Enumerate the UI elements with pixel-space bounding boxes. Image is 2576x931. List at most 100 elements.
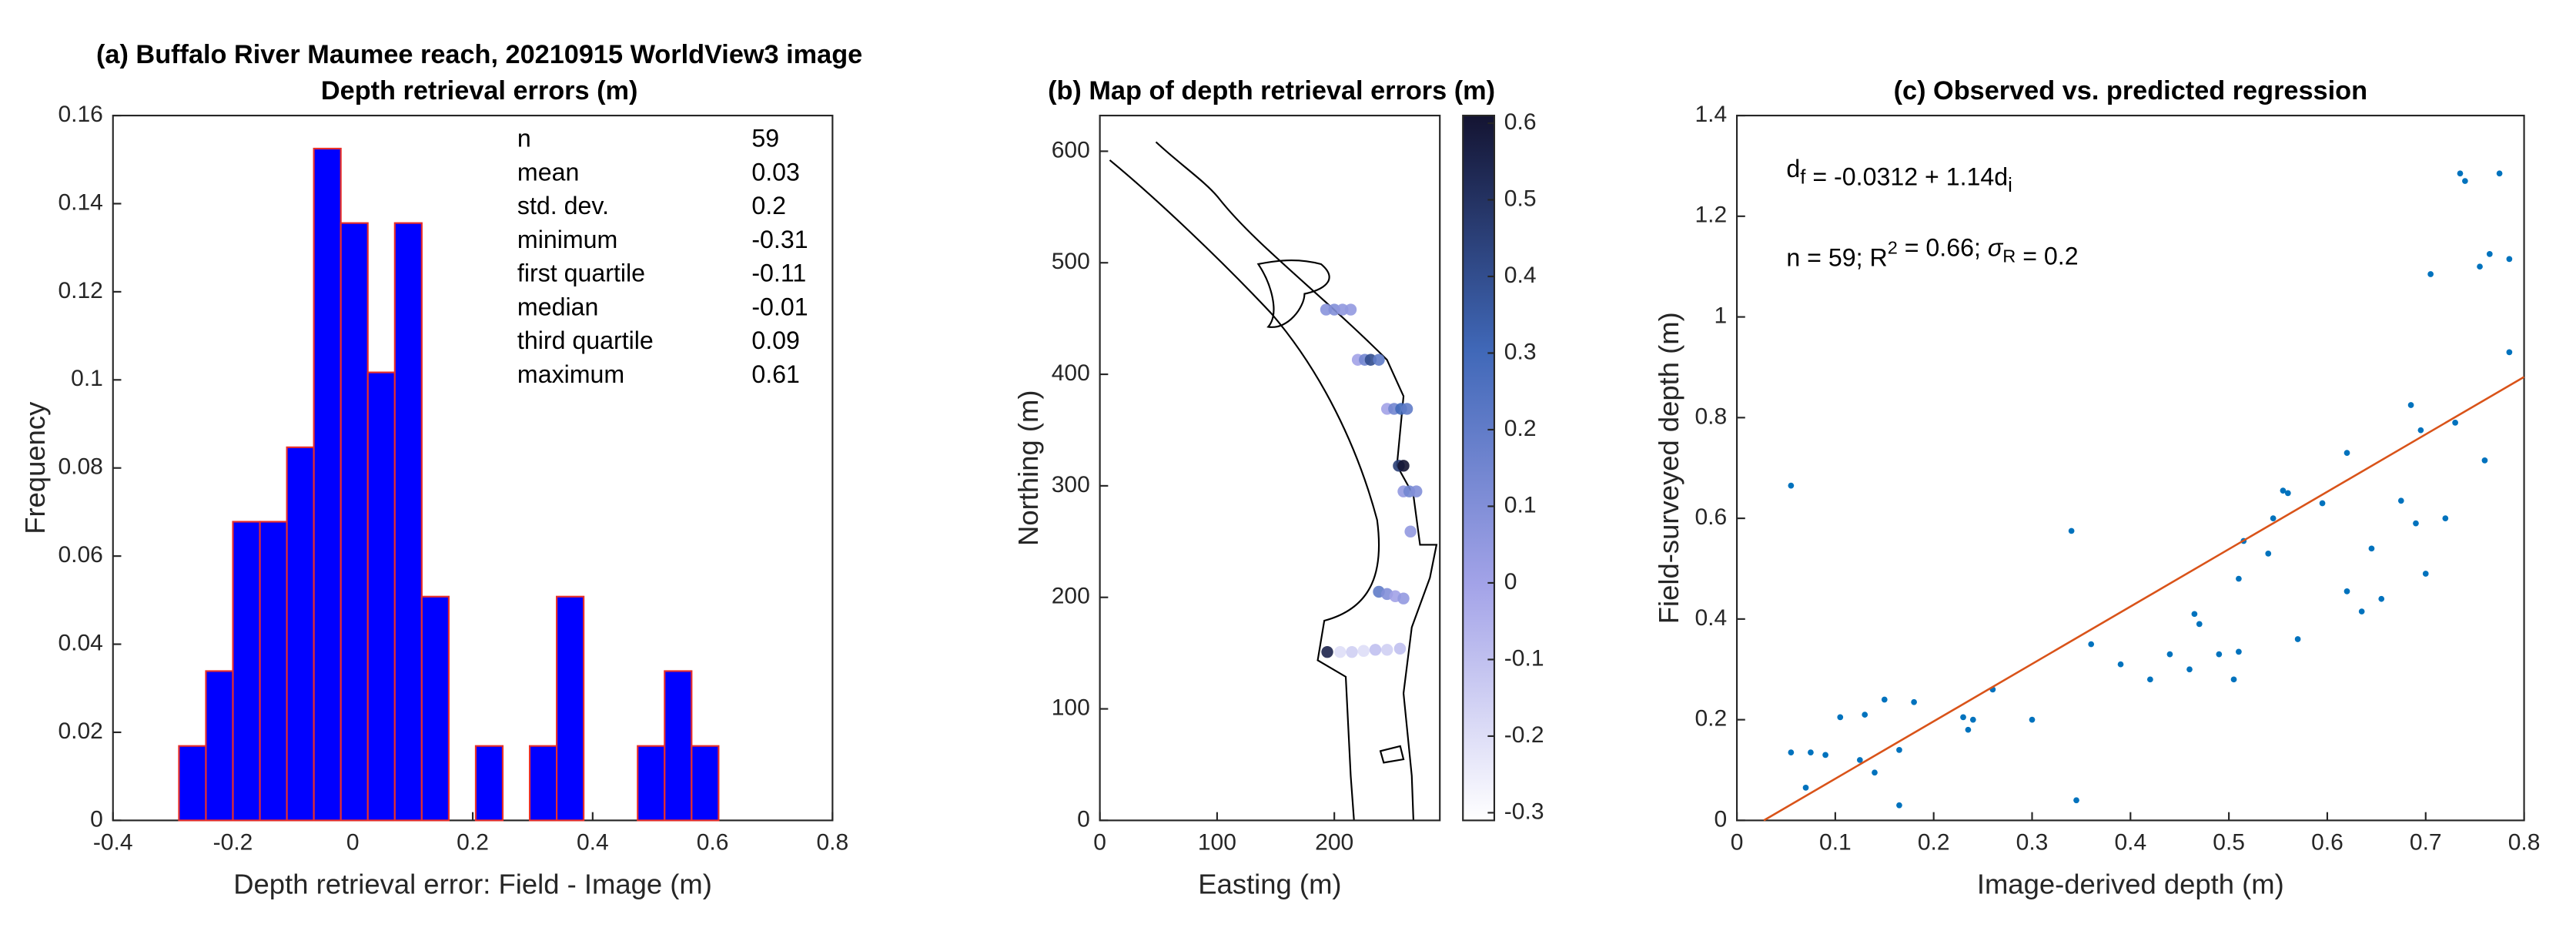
data-point bbox=[1822, 752, 1828, 759]
chart-subtitle: Depth retrieval errors (m) bbox=[321, 76, 638, 105]
stat-label: minimum bbox=[517, 226, 617, 253]
data-point bbox=[1788, 749, 1795, 755]
stat-value: -0.11 bbox=[751, 260, 806, 287]
data-point bbox=[2029, 716, 2036, 723]
data-point bbox=[2280, 487, 2287, 494]
map-point bbox=[1410, 485, 1423, 497]
data-point bbox=[2068, 527, 2075, 534]
x-tick-label: -0.4 bbox=[93, 829, 133, 855]
map-point bbox=[1337, 303, 1349, 316]
bar bbox=[528, 745, 558, 822]
x-tick-label: 0.8 bbox=[817, 829, 849, 855]
map-point bbox=[1357, 645, 1370, 657]
stat-value: 0.61 bbox=[751, 360, 800, 388]
stats-sym: σ bbox=[1988, 233, 2004, 261]
stats-sup: 2 bbox=[1888, 238, 1898, 258]
stat-label: n bbox=[517, 125, 531, 152]
stats-sub: R bbox=[2002, 246, 2016, 266]
data-point bbox=[1881, 696, 1888, 703]
y-tick-label: 300 bbox=[1052, 472, 1090, 497]
bar bbox=[259, 521, 288, 822]
data-point bbox=[2397, 497, 2404, 504]
stat-label: third quartile bbox=[517, 327, 654, 354]
stat-label: std. dev. bbox=[517, 192, 609, 219]
colorbar-tick-label: 0 bbox=[1504, 569, 1517, 594]
colorbar-tick-label: 0.6 bbox=[1504, 109, 1537, 135]
equation-part: d bbox=[1786, 154, 1800, 182]
map-point bbox=[1334, 645, 1347, 658]
x-tick-label: 0.8 bbox=[2508, 829, 2541, 855]
map-point bbox=[1321, 645, 1333, 658]
data-point bbox=[1837, 714, 1844, 721]
data-point bbox=[2284, 490, 2291, 497]
y-tick-label: 200 bbox=[1052, 584, 1090, 609]
y-tick-label: 0 bbox=[90, 806, 103, 832]
data-point bbox=[2191, 611, 2198, 618]
regression-line bbox=[1763, 376, 2525, 822]
subscript: i bbox=[2008, 175, 2012, 196]
stat-value: 0.2 bbox=[751, 192, 786, 219]
equation: df = -0.0312 + 1.14di bbox=[1786, 154, 2012, 196]
y-tick-label: 0.16 bbox=[58, 102, 102, 127]
stats-part: n = 59; R bbox=[1786, 243, 1887, 271]
map-point bbox=[1344, 303, 1357, 316]
bar bbox=[664, 670, 693, 822]
data-point bbox=[1808, 749, 1814, 755]
data-point bbox=[2417, 427, 2424, 434]
axes-box bbox=[1735, 114, 2525, 822]
x-tick-label: 0.4 bbox=[577, 829, 609, 855]
x-tick-label: 0.6 bbox=[2311, 829, 2343, 855]
stats-part: = 0.66; bbox=[1898, 233, 1988, 261]
x-tick-label: 0.6 bbox=[697, 829, 729, 855]
colorbar bbox=[1462, 114, 1496, 822]
data-point bbox=[1969, 716, 1976, 723]
colorbar-tick-label: -0.1 bbox=[1504, 645, 1544, 671]
bar bbox=[340, 222, 369, 822]
data-point bbox=[1788, 482, 1795, 489]
x-tick-label: 200 bbox=[1315, 829, 1353, 855]
data-point bbox=[2506, 256, 2513, 263]
stat-label: maximum bbox=[517, 360, 624, 388]
x-tick-label: 0.3 bbox=[2016, 829, 2049, 855]
data-point bbox=[2073, 797, 2079, 804]
stat-value: 0.03 bbox=[751, 158, 800, 186]
equation-part: d bbox=[1994, 162, 2008, 190]
x-tick-label: 0.7 bbox=[2410, 829, 2442, 855]
y-tick-label: 0.2 bbox=[1694, 706, 1727, 732]
bar bbox=[393, 222, 423, 822]
data-point bbox=[2166, 651, 2173, 658]
data-point bbox=[1896, 802, 1902, 809]
data-point bbox=[2496, 170, 2503, 177]
data-point bbox=[2216, 651, 2223, 658]
x-axis-label: Image-derived depth (m) bbox=[1977, 869, 2284, 900]
data-point bbox=[2265, 551, 2272, 557]
y-tick-label: 1.4 bbox=[1694, 102, 1727, 127]
data-point bbox=[1802, 785, 1809, 791]
chart-title: (a) Buffalo River Maumee reach, 20210915… bbox=[96, 40, 862, 69]
data-point bbox=[1862, 712, 1868, 718]
data-point bbox=[2117, 661, 2124, 668]
stat-value: -0.01 bbox=[751, 293, 808, 320]
data-point bbox=[2427, 271, 2434, 277]
map-point bbox=[1369, 644, 1382, 656]
y-tick-label: 600 bbox=[1052, 137, 1090, 162]
axes-box bbox=[112, 114, 834, 822]
y-tick-label: 0.08 bbox=[58, 454, 102, 480]
stats-part: = 0.2 bbox=[2016, 242, 2078, 270]
data-point bbox=[2196, 621, 2203, 628]
stat-label: median bbox=[517, 293, 598, 320]
y-tick-label: 0.14 bbox=[58, 189, 102, 215]
y-tick-label: 0.12 bbox=[58, 278, 102, 303]
data-point bbox=[2236, 648, 2242, 655]
fit-stats: n = 59; R2 = 0.66; σR = 0.2 bbox=[1786, 233, 2078, 271]
data-point bbox=[2413, 520, 2419, 527]
data-point bbox=[2368, 545, 2375, 552]
data-point bbox=[1896, 746, 1902, 753]
data-point bbox=[1960, 714, 1966, 721]
river-outline bbox=[1109, 141, 1438, 821]
colorbar-tick-label: 0.3 bbox=[1504, 339, 1537, 364]
bar bbox=[205, 670, 234, 822]
x-axis-label: Easting (m) bbox=[1198, 869, 1341, 900]
data-point bbox=[2486, 250, 2493, 257]
